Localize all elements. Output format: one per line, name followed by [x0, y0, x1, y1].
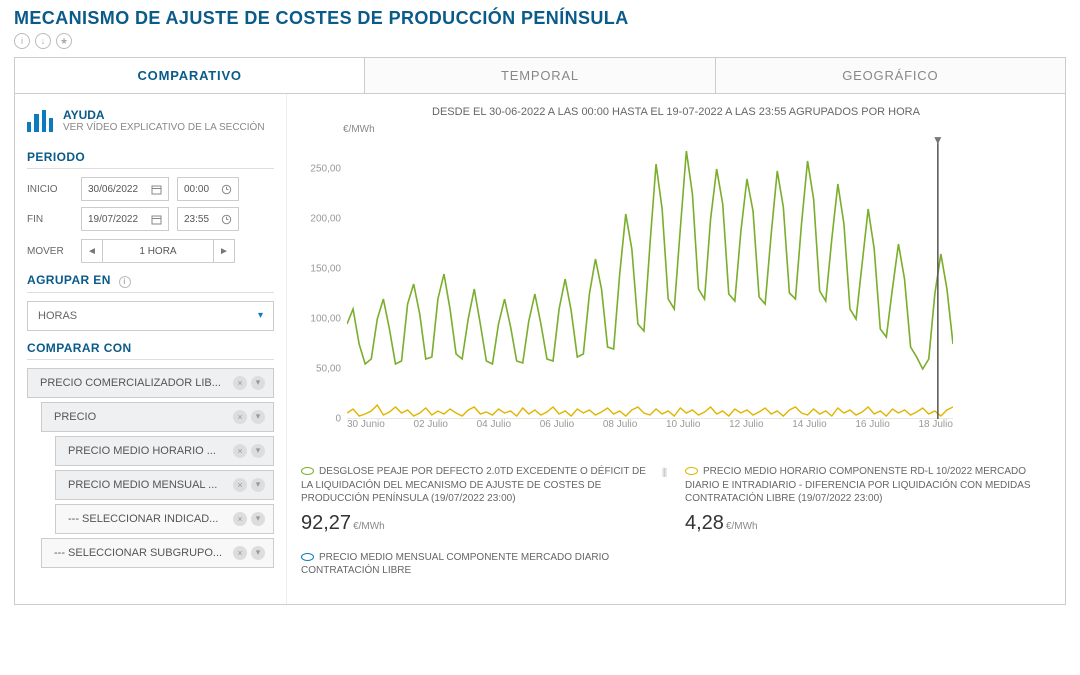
legend: DESGLOSE PEAJE POR DEFECTO 2.0TD EXCEDEN…	[301, 465, 1051, 592]
sidebar: AYUDA VER VÍDEO EXPLICATIVO DE LA SECCIÓ…	[15, 94, 287, 604]
chevron-down-icon[interactable]: ▾	[251, 444, 265, 458]
eye-icon[interactable]	[301, 553, 314, 561]
chevron-down-icon[interactable]: ▾	[251, 376, 265, 390]
clock-icon	[221, 184, 232, 195]
y-tick: 50,00	[316, 364, 341, 375]
legend-item[interactable]: PRECIO MEDIO MENSUAL COMPONENTE MERCADO …	[301, 551, 667, 578]
fin-time-input[interactable]: 23:55	[177, 207, 239, 231]
agrupar-select[interactable]: HORAS▾	[27, 301, 274, 331]
remove-icon[interactable]: ×	[233, 512, 247, 526]
help-subtitle: VER VÍDEO EXPLICATIVO DE LA SECCIÓN	[63, 122, 265, 134]
view-tabs: COMPARATIVOTEMPORALGEOGRÁFICO	[14, 57, 1066, 93]
mover-unit[interactable]: 1 HORA	[103, 239, 213, 263]
fin-date-input[interactable]: 19/07/2022	[81, 207, 169, 231]
chart[interactable]: 050,00100,00150,00200,00250,00 ▼ 30 Juni…	[301, 139, 955, 449]
calendar-icon	[151, 184, 162, 195]
inicio-time-input[interactable]: 00:00	[177, 177, 239, 201]
y-tick: 200,00	[310, 214, 341, 225]
clock-icon	[221, 214, 232, 225]
x-tick: 30 Junio	[347, 419, 385, 449]
page-title: MECANISMO DE AJUSTE DE COSTES DE PRODUCC…	[14, 8, 1066, 29]
chart-panel: DESDE EL 30-06-2022 A LAS 00:00 HASTA EL…	[287, 94, 1065, 604]
remove-icon[interactable]: ×	[233, 444, 247, 458]
legend-item[interactable]: PRECIO MEDIO HORARIO COMPONENSTE RD-L 10…	[685, 465, 1051, 537]
mover-next-button[interactable]: ►	[213, 239, 235, 263]
favorite-icon[interactable]: ★	[56, 33, 72, 49]
compare-item[interactable]: PRECIO MEDIO HORARIO ...×▾	[55, 436, 274, 466]
legend-item[interactable]: DESGLOSE PEAJE POR DEFECTO 2.0TD EXCEDEN…	[301, 465, 667, 537]
info-icon[interactable]: i	[119, 276, 131, 288]
chevron-down-icon[interactable]: ▾	[251, 512, 265, 526]
x-tick: 06 Julio	[540, 419, 574, 449]
eye-icon[interactable]	[301, 467, 314, 475]
bars-icon	[27, 108, 53, 132]
compare-item[interactable]: --- SELECCIONAR SUBGRUPO...×▾	[41, 538, 274, 568]
x-tick: 02 Julio	[413, 419, 447, 449]
compare-item[interactable]: PRECIO MEDIO MENSUAL ...×▾	[55, 470, 274, 500]
chevron-down-icon[interactable]: ▾	[251, 546, 265, 560]
compare-item[interactable]: PRECIO×▾	[41, 402, 274, 432]
cursor-marker-icon: ▼	[932, 133, 944, 147]
comparar-title: COMPARAR CON	[27, 341, 274, 360]
chevron-down-icon: ▾	[258, 310, 263, 321]
mover-prev-button[interactable]: ◄	[81, 239, 103, 263]
x-tick: 14 Julio	[792, 419, 826, 449]
compare-item[interactable]: PRECIO COMERCIALIZADOR LIB...×▾	[27, 368, 274, 398]
fin-label: FIN	[27, 214, 73, 225]
tab-comparativo[interactable]: COMPARATIVO	[15, 58, 365, 93]
x-tick: 08 Julio	[603, 419, 637, 449]
compare-item[interactable]: --- SELECCIONAR INDICAD...×▾	[55, 504, 274, 534]
periodo-title: PERIODO	[27, 150, 274, 169]
remove-icon[interactable]: ×	[233, 410, 247, 424]
info-icon[interactable]: i	[14, 33, 30, 49]
tab-geográfico[interactable]: GEOGRÁFICO	[716, 58, 1065, 93]
title-action-icons: i ↓ ★	[14, 33, 1066, 49]
tab-temporal[interactable]: TEMPORAL	[365, 58, 715, 93]
y-tick: 100,00	[310, 314, 341, 325]
remove-icon[interactable]: ×	[233, 546, 247, 560]
x-tick: 16 Julio	[855, 419, 889, 449]
x-tick: 04 Julio	[477, 419, 511, 449]
inicio-label: INICIO	[27, 184, 73, 195]
inicio-date-input[interactable]: 30/06/2022	[81, 177, 169, 201]
mover-label: MOVER	[27, 246, 73, 257]
x-tick: 18 Julio	[918, 419, 952, 449]
eye-icon[interactable]	[685, 467, 698, 475]
chevron-down-icon[interactable]: ▾	[251, 410, 265, 424]
help-title: AYUDA	[63, 108, 265, 122]
x-tick: 10 Julio	[666, 419, 700, 449]
calendar-icon	[151, 214, 162, 225]
y-tick: 250,00	[310, 164, 341, 175]
remove-icon[interactable]: ×	[233, 478, 247, 492]
x-tick: 12 Julio	[729, 419, 763, 449]
download-icon[interactable]: ↓	[35, 33, 51, 49]
y-tick: 0	[335, 414, 341, 425]
y-tick: 150,00	[310, 264, 341, 275]
chart-y-unit: €/MWh	[343, 124, 1051, 135]
chevron-down-icon[interactable]: ▾	[251, 478, 265, 492]
bars-icon: ⫴	[662, 465, 667, 506]
remove-icon[interactable]: ×	[233, 376, 247, 390]
agrupar-title: AGRUPAR EN i	[27, 273, 274, 293]
chart-range-text: DESDE EL 30-06-2022 A LAS 00:00 HASTA EL…	[301, 106, 1051, 118]
help-block[interactable]: AYUDA VER VÍDEO EXPLICATIVO DE LA SECCIÓ…	[27, 108, 274, 134]
